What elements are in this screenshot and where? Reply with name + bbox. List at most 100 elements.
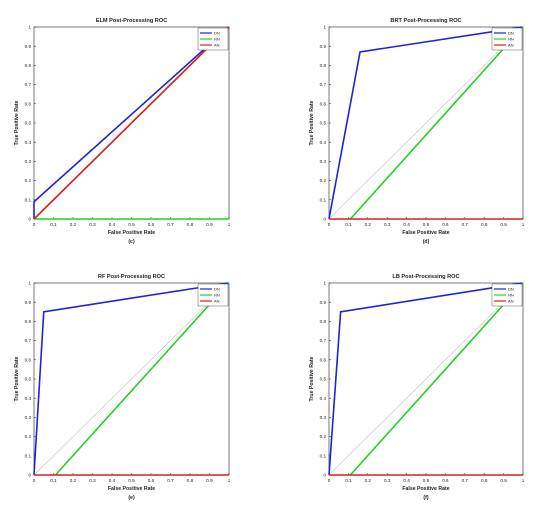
x-tick-label: 0 (33, 222, 36, 227)
y-tick-label: 0.5 (25, 377, 32, 382)
legend-label-dn: DN (214, 286, 220, 291)
x-tick-label: 0.4 (403, 222, 410, 227)
y-tick-label: 1 (323, 25, 326, 30)
y-tick-label: 0.9 (320, 44, 327, 49)
y-tick-label: 0 (28, 473, 31, 478)
x-tick-label: 0.3 (89, 222, 96, 227)
chart-title: LB Post-Processing ROC (392, 274, 459, 280)
x-axis-label: False Positive Rate (108, 486, 155, 492)
y-tick-label: 0.3 (320, 159, 327, 164)
x-tick-label: 0.1 (50, 222, 57, 227)
panel-caption: (c) (128, 239, 135, 245)
roc-panel-2: 0 0.1 0.2 0.3 0.4 0.5 0.6 0.7 0.8 0.9 1 0 0.1 0.2 0.3 0… (14, 274, 231, 501)
x-tick-label: 0 (328, 478, 331, 483)
y-tick-label: 0.8 (25, 63, 32, 68)
y-tick-label: 0.8 (320, 319, 327, 324)
y-tick-label: 0.5 (320, 377, 327, 382)
series-line-nn (349, 26, 524, 220)
x-tick-label: 0.7 (462, 222, 469, 227)
x-tick-label: 0.4 (109, 222, 116, 227)
y-tick-label: 0.1 (25, 453, 32, 458)
x-tick-label: 0.2 (365, 478, 372, 483)
panel-caption: (f) (423, 495, 428, 501)
x-tick-label: 0.4 (109, 478, 116, 483)
y-axis-label: True Positive Rate (14, 100, 20, 145)
x-axis-label: False Positive Rate (108, 230, 155, 236)
y-tick-label: 0.9 (25, 44, 32, 49)
y-tick-label: 0.4 (320, 140, 327, 145)
y-tick-label: 0.3 (25, 159, 32, 164)
y-tick-label: 0.3 (25, 415, 32, 420)
x-tick-label: 0.5 (423, 478, 430, 483)
x-tick-label: 0.9 (206, 222, 213, 227)
series-line-dn (328, 26, 524, 220)
y-tick-label: 0.4 (320, 396, 327, 401)
y-tick-label: 0.7 (25, 338, 32, 343)
x-tick-label: 0.9 (206, 478, 213, 483)
roc-panel-0: 0 0.1 0.2 0.3 0.4 0.5 0.6 0.7 0.8 0.9 1 0 0.1 0.2 0.3 0… (14, 18, 231, 245)
roc-panel-1: 0 0.1 0.2 0.3 0.4 0.5 0.6 0.7 0.8 0.9 1 0 0.1 0.2 0.3 0… (309, 18, 525, 245)
x-tick-label: 1 (522, 222, 525, 227)
legend-label-nn: NN (508, 292, 514, 297)
y-tick-label: 0.7 (320, 338, 327, 343)
legend-label-an: AN (508, 42, 514, 47)
y-axis-label: True Positive Rate (309, 100, 315, 145)
y-tick-label: 0.9 (25, 300, 32, 305)
y-tick-label: 0.6 (25, 101, 32, 106)
x-tick-label: 1 (228, 222, 231, 227)
y-tick-label: 0.7 (320, 82, 327, 87)
x-tick-label: 0.3 (384, 478, 391, 483)
x-axis-label: False Positive Rate (402, 230, 449, 236)
x-tick-label: 0.8 (187, 222, 194, 227)
x-tick-label: 0.2 (70, 478, 77, 483)
x-tick-label: 1 (228, 478, 231, 483)
x-tick-label: 0 (328, 222, 331, 227)
y-tick-label: 0.6 (320, 101, 327, 106)
x-tick-label: 0.5 (423, 222, 430, 227)
legend-label-dn: DN (508, 286, 514, 291)
series-line-dn (328, 282, 524, 476)
x-tick-label: 0.8 (481, 478, 488, 483)
legend-label-nn: NN (508, 36, 514, 41)
x-tick-label: 0.9 (500, 478, 507, 483)
series-line-nn (54, 282, 230, 476)
x-tick-label: 0.5 (128, 478, 135, 483)
y-tick-label: 0.8 (320, 63, 327, 68)
series-line-dn (33, 26, 230, 219)
x-tick-label: 0.6 (442, 478, 449, 483)
diagonal-reference-line (328, 26, 524, 220)
x-tick-label: 0.6 (148, 222, 155, 227)
y-tick-label: 0.8 (25, 319, 32, 324)
series-line-an (33, 26, 230, 220)
y-tick-label: 0.1 (25, 197, 32, 202)
legend-label-dn: DN (214, 30, 220, 35)
y-tick-label: 0.3 (320, 415, 327, 420)
chart-title: BRT Post-Processing ROC (390, 18, 461, 24)
y-axis-label: True Positive Rate (14, 356, 20, 401)
x-tick-label: 0.7 (462, 478, 469, 483)
y-tick-label: 0.1 (320, 453, 327, 458)
x-tick-label: 1 (522, 478, 525, 483)
y-tick-label: 0.6 (25, 357, 32, 362)
y-tick-label: 0 (28, 217, 31, 222)
legend-label-nn: NN (214, 36, 220, 41)
diagonal-reference-line (328, 282, 524, 476)
y-tick-label: 0.4 (25, 396, 32, 401)
y-tick-label: 0.5 (320, 121, 327, 126)
legend-label-an: AN (214, 42, 220, 47)
y-tick-label: 0.2 (320, 434, 327, 439)
y-tick-label: 0.5 (25, 121, 32, 126)
legend-label-an: AN (508, 298, 514, 303)
y-tick-label: 0.6 (320, 357, 327, 362)
x-tick-label: 0.7 (167, 222, 174, 227)
x-axis-label: False Positive Rate (402, 486, 449, 492)
y-tick-label: 1 (323, 281, 326, 286)
y-tick-label: 0.4 (25, 140, 32, 145)
y-tick-label: 0 (323, 217, 326, 222)
x-tick-label: 0.8 (187, 478, 194, 483)
y-tick-label: 0.1 (320, 197, 327, 202)
x-tick-label: 0.7 (167, 478, 174, 483)
x-tick-label: 0 (33, 478, 36, 483)
